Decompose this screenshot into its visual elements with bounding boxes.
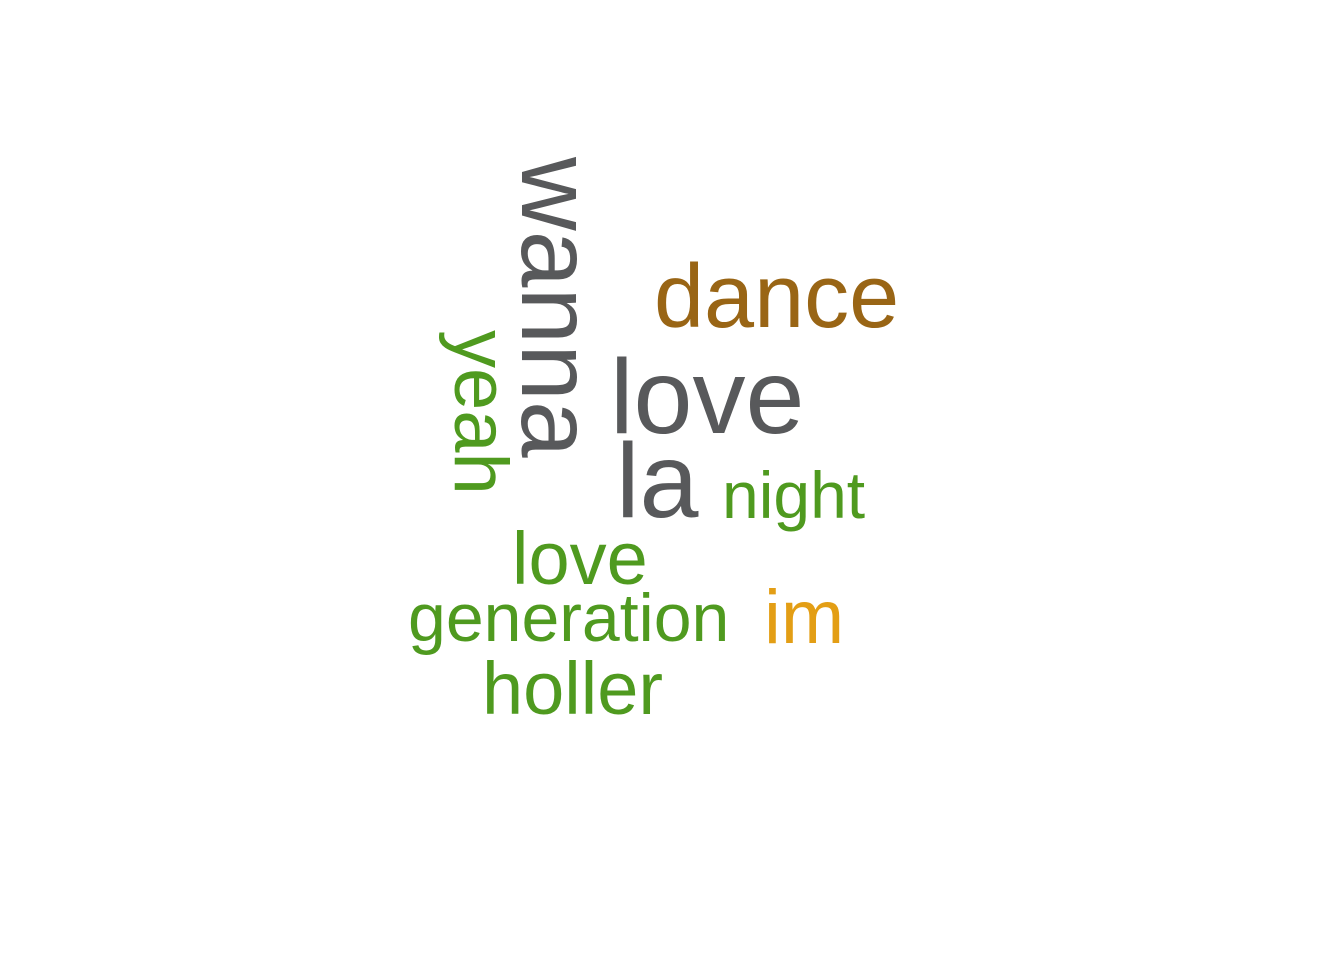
word-im: im xyxy=(764,575,845,660)
word-dance: dance xyxy=(654,247,900,347)
word-holler: holler xyxy=(482,647,663,730)
word-yeah: yeah xyxy=(438,330,523,495)
word-la: la xyxy=(616,422,699,540)
word-love-small: love xyxy=(512,517,648,600)
word-night: night xyxy=(722,458,866,532)
word-love-large: love xyxy=(610,338,805,456)
word-generation: generation xyxy=(408,580,730,656)
